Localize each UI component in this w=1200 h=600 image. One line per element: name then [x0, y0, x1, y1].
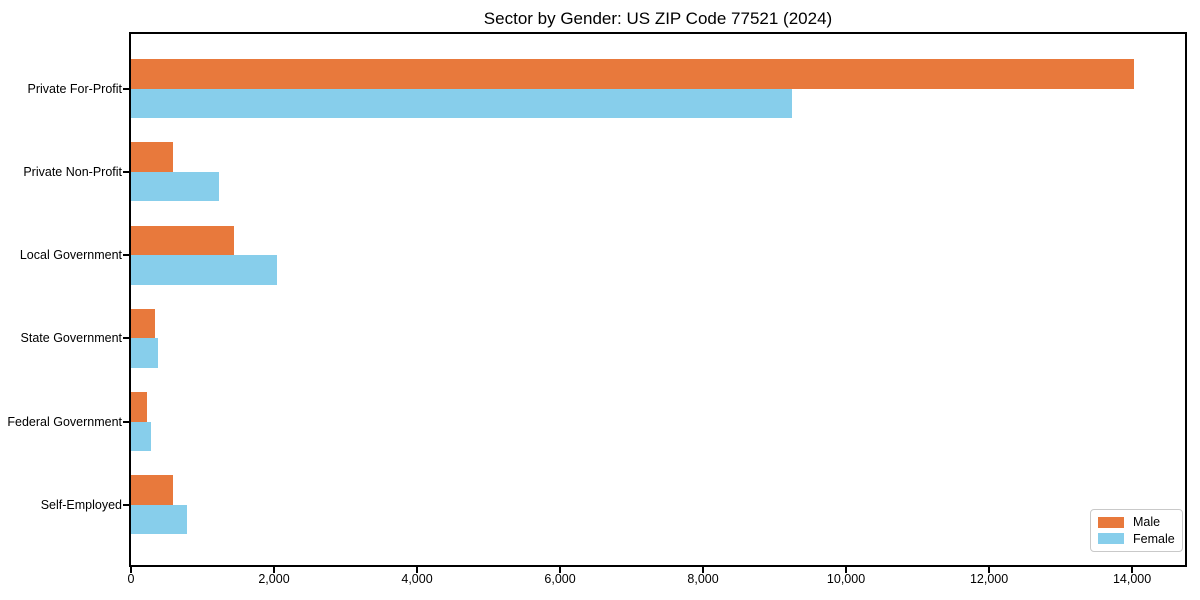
bar-female-1 [131, 88, 792, 119]
chart-title: Sector by Gender: US ZIP Code 77521 (202… [483, 9, 833, 28]
y-axis-label-4: State Government [20, 331, 122, 346]
y-axis-tick [123, 337, 129, 340]
x-axis-tick [130, 567, 132, 573]
y-axis-tick [123, 87, 129, 90]
legend-label-female: Female [1133, 531, 1175, 546]
x-axis-tick [559, 567, 562, 573]
y-axis-tick [123, 503, 129, 506]
x-axis-label-3: 4,000 [401, 572, 433, 586]
bar-male-6 [131, 475, 174, 505]
x-axis-label-6: 10,000 [826, 572, 866, 586]
plot-area [129, 32, 1187, 567]
y-axis-label-2: Private Non-Profit [23, 164, 122, 179]
x-axis-label-4: 6,000 [544, 572, 576, 586]
x-axis-tick [988, 567, 991, 573]
x-axis-tick [273, 567, 275, 573]
legend-swatch-male [1098, 516, 1124, 528]
x-axis-label-7: 12,000 [969, 572, 1009, 586]
y-axis-label-5: Federal Government [7, 414, 122, 429]
x-axis-tick [702, 567, 705, 573]
y-axis-label-6: Self-Employed [40, 497, 122, 512]
x-axis-label-8: 14,000 [1112, 572, 1152, 586]
x-axis-label-1: 0 [127, 572, 135, 586]
bar-female-2 [131, 171, 219, 202]
x-axis-tick [416, 567, 419, 573]
legend-item-female: Female [1098, 532, 1175, 546]
x-axis-label-5: 8,000 [687, 572, 719, 586]
legend-item-male: Male [1098, 515, 1175, 529]
x-axis-tick [845, 567, 848, 573]
bar-female-6 [131, 504, 187, 535]
legend: Male Female [1090, 509, 1183, 552]
legend-swatch-female [1098, 533, 1124, 545]
legend-label-male: Male [1133, 515, 1161, 530]
y-axis-tick [123, 170, 129, 173]
x-axis-label-2: 2,000 [258, 572, 290, 586]
bar-male-2 [131, 142, 174, 172]
x-axis-tick [1131, 567, 1134, 573]
bar-female-3 [131, 255, 277, 285]
bar-male-1 [131, 59, 1135, 89]
y-axis-label-3: Local Government [19, 248, 122, 263]
bar-male-3 [131, 225, 234, 256]
bar-female-4 [131, 338, 159, 368]
bar-male-4 [131, 308, 155, 339]
bar-male-5 [131, 392, 147, 422]
y-axis-tick [123, 254, 129, 257]
y-axis-tick [123, 420, 129, 423]
y-axis-label-1: Private For-Profit [27, 81, 122, 96]
bar-female-5 [131, 421, 152, 451]
